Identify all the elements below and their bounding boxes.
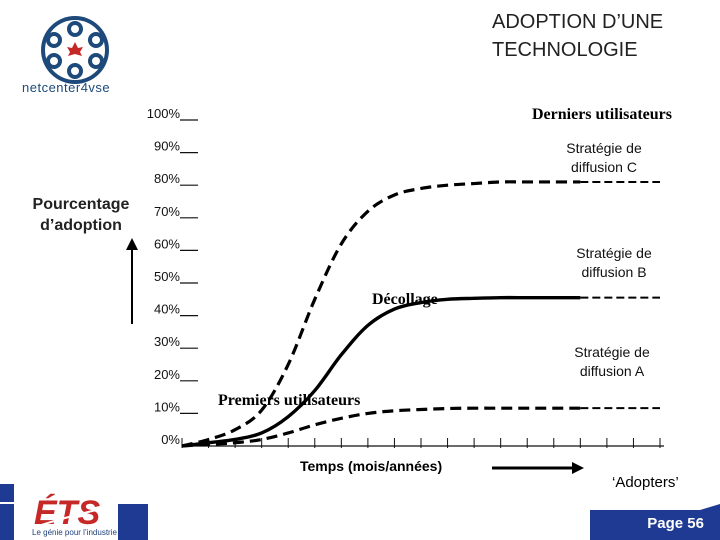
x-axis-title: Temps (mois/années) bbox=[300, 458, 443, 474]
netcenter-logo-text: netcenter4vse bbox=[22, 80, 111, 95]
series-layer bbox=[181, 180, 660, 448]
y-axis-title: Pourcentage d’adoption bbox=[32, 196, 130, 234]
y-tick-label: 30% bbox=[154, 334, 180, 349]
ets-logo: ÉTS bbox=[31, 494, 115, 532]
y-axis-arrow bbox=[126, 238, 138, 324]
y-tick-label: 0% bbox=[161, 432, 180, 447]
y-axis-ticks: 0% 10% 20% 30% 40% 50% 60% 70% 80% 90% 100% bbox=[147, 106, 198, 447]
page-title: ADOPTION D’UNE TECHNOLOGIE bbox=[492, 11, 664, 61]
annotation-strategie-b: Stratégie de diffusion B bbox=[576, 245, 652, 280]
y-tick-label: 20% bbox=[154, 367, 180, 382]
y-tick-label: 10% bbox=[154, 399, 180, 414]
annotation-decollage: Décollage bbox=[372, 291, 438, 308]
y-tick-label: 70% bbox=[154, 204, 180, 219]
series-line-3 bbox=[181, 406, 581, 448]
y-tick-label: 40% bbox=[154, 302, 180, 317]
page-number: Page 56 bbox=[647, 515, 704, 532]
y-tick-label: 50% bbox=[154, 269, 180, 284]
y-tick-label: 90% bbox=[154, 139, 180, 154]
svg-text:ÉTS: ÉTS bbox=[34, 494, 100, 532]
x-axis bbox=[181, 438, 664, 448]
annotation-strategie-a: Stratégie de diffusion A bbox=[574, 344, 650, 379]
ets-tagline: Le génie pour l’industrie bbox=[32, 528, 117, 537]
y-tick-label: 80% bbox=[154, 171, 180, 186]
netcenter-logo bbox=[41, 16, 109, 84]
annotation-strategie-c: Stratégie de diffusion C bbox=[566, 140, 642, 175]
annotation-derniers-utilisateurs: Derniers utilisateurs bbox=[532, 106, 672, 123]
annotation-adopters: ‘Adopters’ bbox=[612, 474, 679, 491]
annotation-premiers-utilisateurs: Premiers utilisateurs bbox=[218, 392, 361, 409]
series-line-2 bbox=[181, 295, 581, 448]
series-line-1 bbox=[181, 180, 581, 448]
footer-bar bbox=[0, 484, 720, 540]
x-axis-arrow bbox=[492, 462, 584, 474]
y-tick-label: 60% bbox=[154, 236, 180, 251]
y-tick-label: 100% bbox=[147, 106, 181, 121]
